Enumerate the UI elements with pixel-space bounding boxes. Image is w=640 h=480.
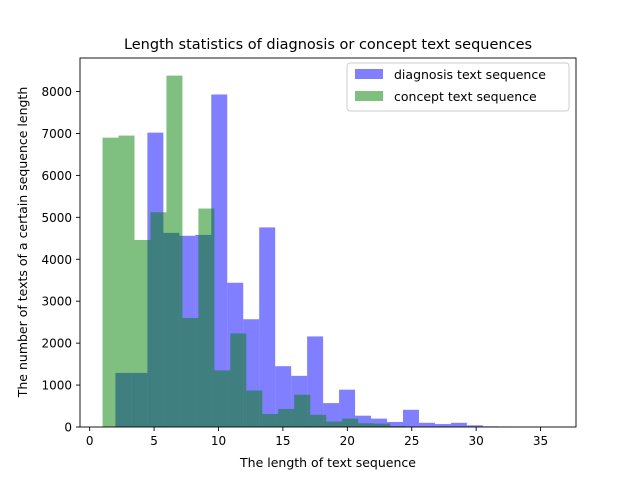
x-tick-label: 10 bbox=[211, 434, 226, 448]
y-tick-label: 1000 bbox=[41, 379, 72, 393]
y-tick-label: 4000 bbox=[41, 253, 72, 267]
y-tick-label: 7000 bbox=[41, 127, 72, 141]
histogram-bar bbox=[307, 336, 324, 427]
histogram-bar bbox=[342, 418, 359, 427]
histogram-bar bbox=[450, 422, 467, 427]
legend: diagnosis text sequence concept text seq… bbox=[346, 62, 570, 112]
histogram-bar bbox=[259, 227, 276, 427]
histogram-bar bbox=[198, 208, 215, 427]
chart-title: Length statistics of diagnosis or concep… bbox=[124, 37, 532, 53]
y-tick-label: 3000 bbox=[41, 295, 72, 309]
histogram-bar bbox=[118, 135, 135, 428]
histogram-bar bbox=[262, 414, 279, 427]
histogram-bar bbox=[214, 370, 231, 427]
histogram-bar bbox=[418, 422, 435, 427]
y-tick-label: 6000 bbox=[41, 169, 72, 183]
histogram-bar bbox=[166, 75, 183, 428]
histogram-bar bbox=[310, 414, 327, 427]
y-tick-label: 8000 bbox=[41, 85, 72, 99]
x-tick-label: 30 bbox=[469, 434, 484, 448]
x-tick-label: 0 bbox=[86, 434, 94, 448]
y-tick-label: 5000 bbox=[41, 211, 72, 225]
legend-swatch-concept bbox=[355, 91, 383, 101]
x-tick-label: 5 bbox=[150, 434, 158, 448]
legend-swatch-diagnosis bbox=[355, 69, 383, 79]
bars-layer bbox=[102, 75, 563, 428]
histogram-bar bbox=[434, 424, 451, 427]
histogram-bar bbox=[387, 421, 403, 427]
legend-label-concept: concept text sequence bbox=[394, 89, 537, 104]
y-tick-label: 0 bbox=[64, 421, 72, 435]
histogram-bar bbox=[211, 94, 228, 427]
histogram-bar bbox=[182, 317, 199, 427]
x-tick-label: 20 bbox=[340, 434, 355, 448]
histogram-bar bbox=[323, 403, 340, 427]
histogram-bar bbox=[339, 389, 356, 427]
histogram-bar bbox=[374, 423, 391, 427]
histogram-bar bbox=[466, 425, 483, 427]
histogram-bar bbox=[150, 212, 167, 427]
x-axis-ticks: 0 5 10 15 20 25 30 35 bbox=[86, 427, 548, 448]
histogram-bar bbox=[134, 239, 151, 427]
series-concept bbox=[102, 75, 423, 428]
histogram-bar bbox=[102, 137, 119, 427]
plot-frame bbox=[79, 57, 577, 428]
histogram-bar bbox=[230, 333, 247, 427]
x-tick-label: 25 bbox=[404, 434, 419, 448]
histogram-bar bbox=[402, 409, 419, 427]
y-tick-label: 2000 bbox=[41, 337, 72, 351]
histogram-bar bbox=[294, 394, 311, 427]
y-axis-ticks: 0 1000 2000 3000 4000 5000 6000 7000 8000 bbox=[41, 85, 80, 435]
legend-box bbox=[346, 62, 570, 112]
x-tick-label: 35 bbox=[533, 434, 548, 448]
histogram-bar bbox=[278, 408, 295, 427]
histogram-bar bbox=[246, 390, 263, 427]
legend-label-diagnosis: diagnosis text sequence bbox=[394, 67, 546, 82]
x-tick-label: 15 bbox=[275, 434, 290, 448]
histogram-bar bbox=[355, 415, 372, 427]
x-axis-label: The length of text sequence bbox=[239, 455, 416, 470]
histogram-bar bbox=[358, 423, 375, 427]
histogram-bar bbox=[371, 418, 388, 427]
histogram-bar bbox=[326, 421, 343, 427]
y-axis-label: The number of texts of a certain sequenc… bbox=[15, 87, 30, 399]
